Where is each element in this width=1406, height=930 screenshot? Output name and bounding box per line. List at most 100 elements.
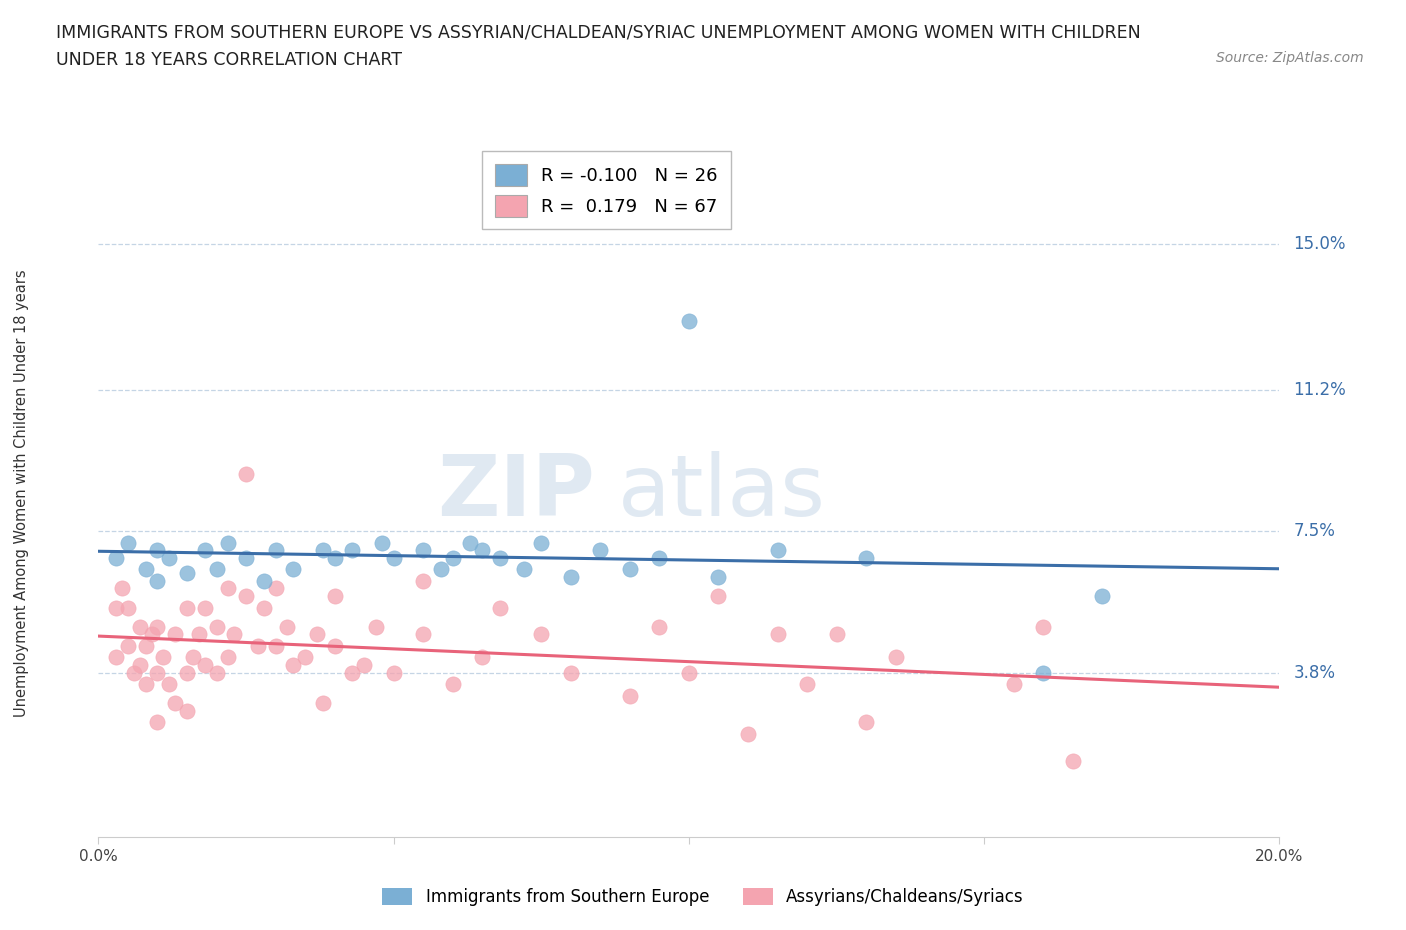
Point (117, 638, 139, 653)
Point (122, 665, 145, 680)
Legend: Immigrants from Southern Europe, Assyrians/Chaldeans/Syriacs: Immigrants from Southern Europe, Assyria… (375, 881, 1031, 912)
Point (412, 543, 434, 558)
Point (217, 581, 239, 596)
Point (1062, 753, 1084, 768)
Point (323, 589, 346, 604)
Legend: R = -0.100   N = 26, R =  0.179   N = 67: R = -0.100 N = 26, R = 0.179 N = 67 (482, 151, 731, 230)
Point (165, 627, 187, 642)
Point (382, 551, 405, 565)
Point (165, 696, 187, 711)
Point (235, 551, 257, 565)
Point (489, 600, 512, 615)
Point (246, 638, 269, 653)
Point (678, 313, 700, 328)
Point (471, 650, 494, 665)
Point (217, 535, 239, 550)
Point (283, 562, 305, 577)
Point (1002, 677, 1025, 692)
Point (323, 638, 346, 653)
Point (855, 551, 877, 565)
Text: atlas: atlas (619, 451, 827, 535)
Text: Source: ZipAtlas.com: Source: ZipAtlas.com (1216, 51, 1364, 65)
Point (146, 665, 169, 680)
Point (194, 658, 217, 672)
Point (146, 619, 169, 634)
Point (305, 627, 328, 642)
Text: 3.8%: 3.8% (1294, 664, 1336, 682)
Point (707, 569, 730, 584)
Point (294, 650, 316, 665)
Point (105, 650, 128, 665)
Point (176, 565, 198, 580)
Point (855, 715, 877, 730)
Point (224, 627, 246, 642)
Point (283, 658, 305, 672)
Point (276, 619, 298, 634)
Point (135, 562, 157, 577)
Point (194, 543, 217, 558)
Point (176, 703, 198, 718)
Point (796, 677, 818, 692)
Point (217, 650, 239, 665)
Point (560, 665, 582, 680)
Point (141, 627, 163, 642)
Point (128, 619, 150, 634)
Point (766, 543, 789, 558)
Point (253, 600, 276, 615)
Point (235, 466, 257, 481)
Point (460, 535, 482, 550)
Point (323, 551, 346, 565)
Point (146, 543, 169, 558)
Point (264, 581, 287, 596)
Point (471, 543, 494, 558)
Point (205, 665, 228, 680)
Text: IMMIGRANTS FROM SOUTHERN EUROPE VS ASSYRIAN/CHALDEAN/SYRIAC UNEMPLOYMENT AMONG W: IMMIGRANTS FROM SOUTHERN EUROPE VS ASSYR… (56, 23, 1142, 41)
Point (342, 543, 364, 558)
Point (412, 627, 434, 642)
Point (560, 569, 582, 584)
Point (253, 574, 276, 589)
Point (205, 562, 228, 577)
Point (176, 600, 198, 615)
Point (353, 658, 375, 672)
Point (371, 535, 394, 550)
Point (1032, 665, 1054, 680)
Point (364, 619, 387, 634)
Text: 11.2%: 11.2% (1294, 380, 1346, 399)
Point (884, 650, 907, 665)
Point (146, 715, 169, 730)
Point (111, 581, 134, 596)
Point (157, 551, 180, 565)
Point (146, 574, 169, 589)
Text: ZIP: ZIP (437, 451, 595, 535)
Point (135, 638, 157, 653)
Point (512, 562, 534, 577)
Point (707, 589, 730, 604)
Point (135, 677, 157, 692)
Point (312, 696, 335, 711)
Point (312, 543, 335, 558)
Point (737, 726, 759, 741)
Point (1091, 589, 1114, 604)
Point (187, 627, 209, 642)
Point (589, 543, 612, 558)
Point (382, 665, 405, 680)
Point (235, 589, 257, 604)
Point (530, 627, 553, 642)
Point (176, 665, 198, 680)
Point (128, 658, 150, 672)
Point (181, 650, 204, 665)
Point (1032, 619, 1054, 634)
Text: Unemployment Among Women with Children Under 18 years: Unemployment Among Women with Children U… (14, 269, 30, 717)
Point (117, 535, 139, 550)
Point (766, 627, 789, 642)
Text: 15.0%: 15.0% (1294, 235, 1346, 253)
Point (441, 551, 464, 565)
Point (489, 551, 512, 565)
Point (441, 677, 464, 692)
Point (619, 688, 641, 703)
Text: UNDER 18 YEARS CORRELATION CHART: UNDER 18 YEARS CORRELATION CHART (56, 51, 402, 69)
Point (105, 600, 128, 615)
Point (342, 665, 364, 680)
Point (619, 562, 641, 577)
